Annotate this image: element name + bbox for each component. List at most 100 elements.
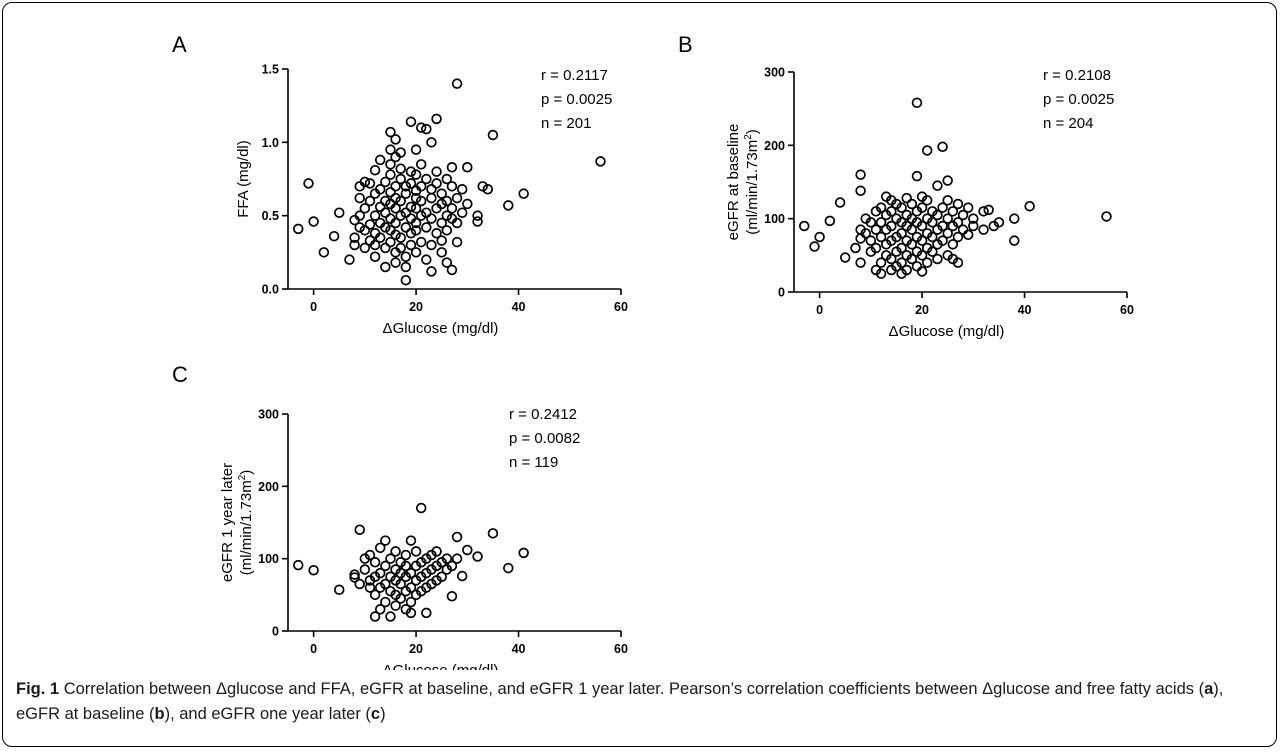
panel-b-data-point [896, 257, 907, 268]
panel-a-x-tick-label: 60 [614, 300, 628, 314]
panel-b-data-point [839, 252, 851, 263]
panel-b-letter: B [678, 32, 693, 57]
panel-c-y-tick-label: 0 [272, 625, 279, 639]
panel-a-data-point [415, 195, 427, 207]
panel-c-data-point [333, 584, 345, 596]
panel-b-data-point [906, 224, 918, 235]
panel-b-data-point [1009, 213, 1020, 224]
panel-c-letter: C [172, 362, 188, 387]
panel-a-data-point [395, 242, 406, 254]
panel-b-y-tick-label: 300 [764, 66, 785, 80]
panel-a-data-point [359, 242, 371, 254]
panel-a-data-point [477, 181, 488, 192]
panel-b-data-point [1009, 235, 1020, 246]
panel-b-data-point [927, 246, 938, 257]
panel-b-data-point [896, 228, 907, 239]
panel-a-data-point [482, 184, 494, 195]
panel-a-data-point [380, 176, 391, 188]
panel-c-data-point [380, 596, 391, 608]
panel-c-x-label: ΔGlucose (mg/dl) [383, 662, 499, 670]
panel-a-data-point [441, 173, 453, 185]
panel-b-data-point [916, 250, 928, 261]
panel-a-data-point [410, 225, 422, 236]
panel-b-data-point [901, 192, 912, 204]
panel-a-data-point [426, 184, 437, 195]
panel-c-data-point [503, 562, 514, 574]
panel-a-x-tick-label: 20 [409, 300, 423, 314]
panel-c-data-point [369, 557, 381, 568]
panel-b-data-point [978, 206, 989, 217]
panel-a-data-point [354, 192, 365, 204]
panel-b-y-tick-label: 100 [764, 212, 785, 226]
panel-b-stat-annotation: n = 204 [1043, 115, 1093, 132]
panel-a-data-point [426, 192, 437, 204]
panel-a-data-point [400, 261, 412, 273]
panel-b-data-point [875, 231, 887, 243]
panel-a-data-point [308, 216, 319, 227]
panel-a-data-point [359, 176, 371, 188]
panel-b-data-point [916, 220, 928, 232]
panel-b-data-point [834, 197, 846, 208]
panel-a-stat-annotation: n = 201 [541, 115, 591, 132]
panel-b-y-label: eGFR at baseline [725, 124, 742, 241]
panel-a-data-point [395, 163, 406, 174]
panel-a-stat-annotation: r = 0.2117 [541, 67, 608, 84]
panel-a-data-point [380, 261, 391, 273]
panel-b-data-point [942, 175, 953, 186]
panel-a-data-point [318, 247, 330, 258]
panel-b-data-point [916, 235, 928, 246]
panel-a-data-point [426, 137, 437, 148]
panel-b-data-point [855, 233, 866, 244]
panel-b-x-tick-label: 0 [816, 303, 823, 317]
panel-b-data-point [942, 228, 953, 239]
panel-c-data-point [395, 578, 406, 590]
panel-a-data-point [390, 257, 401, 268]
figure-canvas: A 0.0 0.5 1.0 1.5 0 20 40 60 ΔGlucose (mg/dl) FFA … [172, 32, 1134, 670]
panel-a-data-point [385, 169, 396, 180]
panel-a-data-point [410, 169, 422, 180]
panel-c-x-tick-label: 40 [512, 642, 526, 656]
panel-c-data-point [456, 570, 468, 582]
panel-b-data-point [906, 239, 918, 250]
panel-c-data-point [405, 535, 417, 546]
panel-a-data-point [441, 195, 453, 207]
panel-a-data-point [369, 164, 381, 176]
panel-a-data-point [415, 236, 427, 248]
panel-a-data-point [390, 192, 401, 204]
panel-a-data-point [446, 162, 458, 173]
panel-c-data-point [415, 502, 427, 514]
panel-b-data-point [1024, 200, 1035, 212]
panel-a-data-point [374, 154, 386, 166]
panel-a-data-point [333, 207, 345, 218]
panel-c-data-point [354, 578, 365, 590]
panel-c-data-point [380, 560, 391, 572]
panel-a-data-point [374, 184, 386, 195]
panel-a-data-point [415, 159, 427, 170]
panel-a-x-tick-label: 40 [512, 300, 526, 314]
panel-b-data-point [952, 217, 964, 228]
panel-a-data-point [421, 222, 432, 233]
panel-c-stat-annotation: p = 0.0082 [509, 430, 580, 447]
panel-a-data-point [441, 210, 453, 221]
panel-c-data-point [374, 567, 386, 579]
panel-a-data-point [374, 201, 386, 213]
panel-b-data-point [952, 257, 964, 268]
panel-c-data-point [390, 546, 401, 557]
panel-a-data-point [328, 230, 340, 242]
panel-a-data-point [390, 217, 401, 229]
panel-a-x-tick-label: 0 [310, 300, 317, 314]
panel-a-letter: A [172, 32, 187, 57]
panel-c-data-point [374, 604, 386, 615]
panel-a-data-point [390, 229, 401, 240]
panel-b-data-point [952, 198, 964, 210]
panel-c-data-point [380, 535, 391, 546]
caption-body-1: Pearson’s correlation coefficients betwe… [669, 680, 1205, 698]
panel-a-data-point [380, 222, 391, 233]
panel-c-data-point [364, 549, 376, 561]
panel-a-data-point [405, 239, 417, 251]
panel-a-data-point [456, 184, 468, 195]
panel-b-data-point [875, 202, 887, 213]
panel-a-data-point [446, 181, 458, 192]
panel-c-data-point [369, 611, 381, 622]
panel-b-y-tick-label: 200 [764, 139, 785, 153]
